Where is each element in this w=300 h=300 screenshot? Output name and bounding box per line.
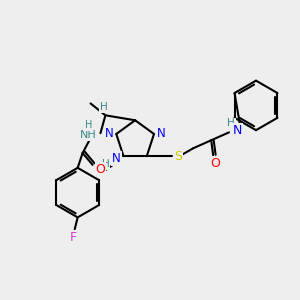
Text: O: O xyxy=(210,157,220,169)
Text: N: N xyxy=(232,124,242,137)
Text: F: F xyxy=(70,231,77,244)
Text: H: H xyxy=(227,118,235,128)
Text: NH: NH xyxy=(80,130,97,140)
Text: H: H xyxy=(102,159,110,169)
Text: N: N xyxy=(157,128,165,140)
Text: H: H xyxy=(100,102,107,112)
Text: N: N xyxy=(112,152,121,165)
Text: S: S xyxy=(175,150,182,163)
Text: N: N xyxy=(105,128,114,140)
Text: O: O xyxy=(95,163,105,176)
Text: H: H xyxy=(85,120,92,130)
